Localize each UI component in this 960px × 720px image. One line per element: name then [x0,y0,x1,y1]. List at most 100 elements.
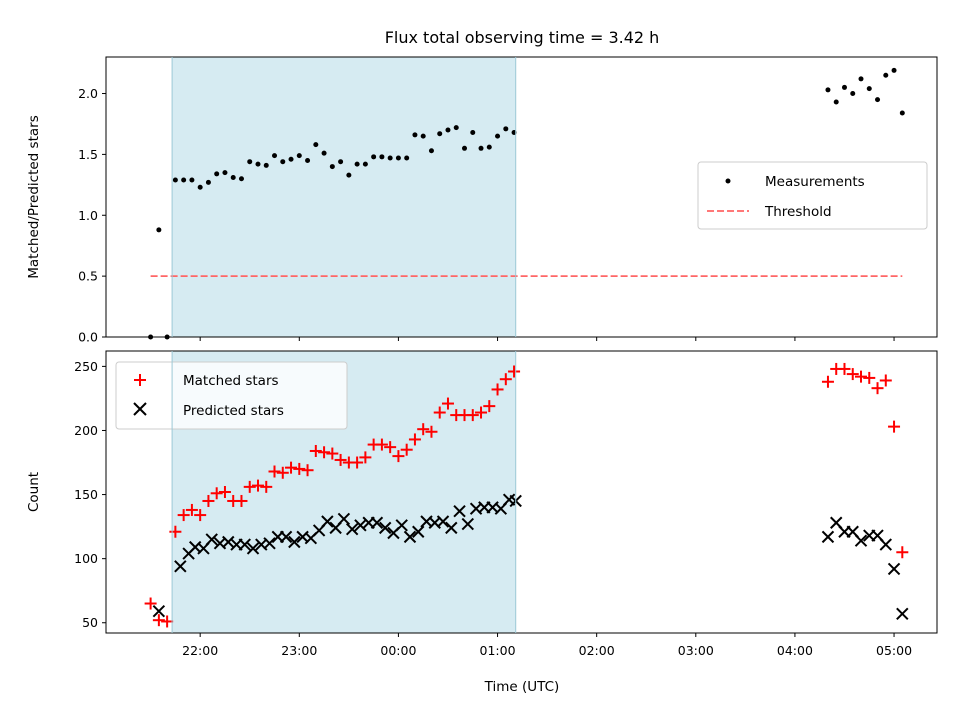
predicted-stars-point [337,512,351,526]
predicted-stars-point [461,517,475,531]
ratio-y-ticks: 0.0 0.5 1.0 1.5 2.0 [78,86,106,345]
legend-matched-label: Matched stars [183,373,279,389]
ratio-axes-frame [105,56,938,338]
measurement-point [825,87,831,93]
matched-stars-point [268,465,281,478]
y-tick-label: 1.5 [78,147,98,162]
measurement-point [214,171,220,177]
x-tick-label: 00:00 [380,643,416,658]
measurement-point [172,177,178,183]
matched-stars-point [491,383,504,396]
matched-stars-point [392,450,405,463]
count-x-ticks: 22:00 23:00 00:00 01:00 02:00 03:00 04:00 05:00 [182,633,912,658]
legend-predicted-marker [133,402,147,416]
observing-window-shade [172,57,516,337]
measurement-point [395,155,401,161]
matched-stars-point [235,494,248,507]
x-axis-label: Time (UTC) [484,679,560,695]
measurement-point [321,150,327,156]
predicted-stars-point [246,542,260,555]
predicted-stars-point [436,515,450,528]
measurement-point [379,154,385,160]
matched-stars-point [218,486,231,498]
matched-stars-point [384,441,397,454]
measurement-point [387,155,393,161]
predicted-stars-point [879,538,892,551]
x-tick-label: 22:00 [182,643,218,658]
measurement-point [462,145,468,151]
predicted-stars-point [174,560,187,573]
measurement-point [263,162,269,168]
predicted-stars-point [152,605,166,618]
matched-stars-point [417,423,430,436]
predicted-stars-point [403,530,417,544]
matched-stars-point [202,494,215,507]
measurement-point [478,145,484,151]
measurement-point [181,177,187,183]
measurement-point [404,155,410,161]
measurement-point [280,159,286,165]
predicted-stars-point [354,519,367,532]
count-legend-box [115,361,348,430]
measurement-point [850,91,856,97]
x-tick-label: 02:00 [579,643,615,658]
matched-stars-point [855,370,868,383]
measurement-point [288,156,294,162]
y-tick-label: 0.0 [78,330,98,345]
matched-stars-point [846,368,859,381]
y-tick-label: 1.0 [78,208,98,223]
count-axes-frame [105,350,938,634]
matched-stars-point [433,406,446,419]
count-marks [144,362,909,628]
matched-stars-point [896,546,909,559]
x-tick-label: 23:00 [281,643,317,658]
measurement-point [255,161,261,167]
matched-stars-point [871,382,884,395]
predicted-stars-point [395,519,408,532]
predicted-stars-point [288,535,301,549]
ratio-marks [148,67,905,340]
matched-stars-point [351,456,364,469]
y-tick-label: 150 [74,487,98,502]
measurement-point [437,131,443,137]
x-tick-label: 04:00 [777,643,813,658]
measurement-point [371,154,377,160]
count-y-ticks: 50 100 150 200 250 [74,359,106,630]
matched-stars-point [169,525,182,538]
predicted-stars-point [896,607,909,620]
predicted-stars-point [445,521,458,535]
matched-stars-point [144,597,157,610]
legend-matched-marker [134,374,146,386]
matched-stars-point [359,451,372,464]
matched-stars-point [185,503,198,516]
measurement-point [296,153,302,159]
measurement-point [197,184,203,190]
measurement-point [354,161,360,167]
x-tick-label: 01:00 [480,643,516,658]
matched-stars-point [152,614,165,627]
matched-stars-point [301,464,314,477]
matched-stars-point [161,615,174,628]
measurement-point [189,177,195,183]
predicted-stars-point [345,522,359,536]
predicted-stars-point [453,505,466,518]
measurement-point [883,72,889,78]
matched-stars-point [260,480,273,493]
measurement-point [891,67,897,73]
matched-stars-point [293,462,306,475]
measurement-point [875,97,881,103]
predicted-stars-point [370,516,384,529]
predicted-stars-point [821,530,835,544]
predicted-stars-point [205,533,218,546]
y-tick-label: 200 [74,423,98,438]
matched-stars-point [400,443,413,456]
matched-stars-point [879,374,892,387]
measurement-point [858,76,864,82]
matched-stars-point [285,461,298,474]
predicted-stars-point [238,538,251,551]
measurement-point [313,142,319,148]
measurement-point [470,129,476,135]
measurement-point [412,132,418,138]
measurement-point [272,153,278,159]
measurement-point [362,161,368,167]
